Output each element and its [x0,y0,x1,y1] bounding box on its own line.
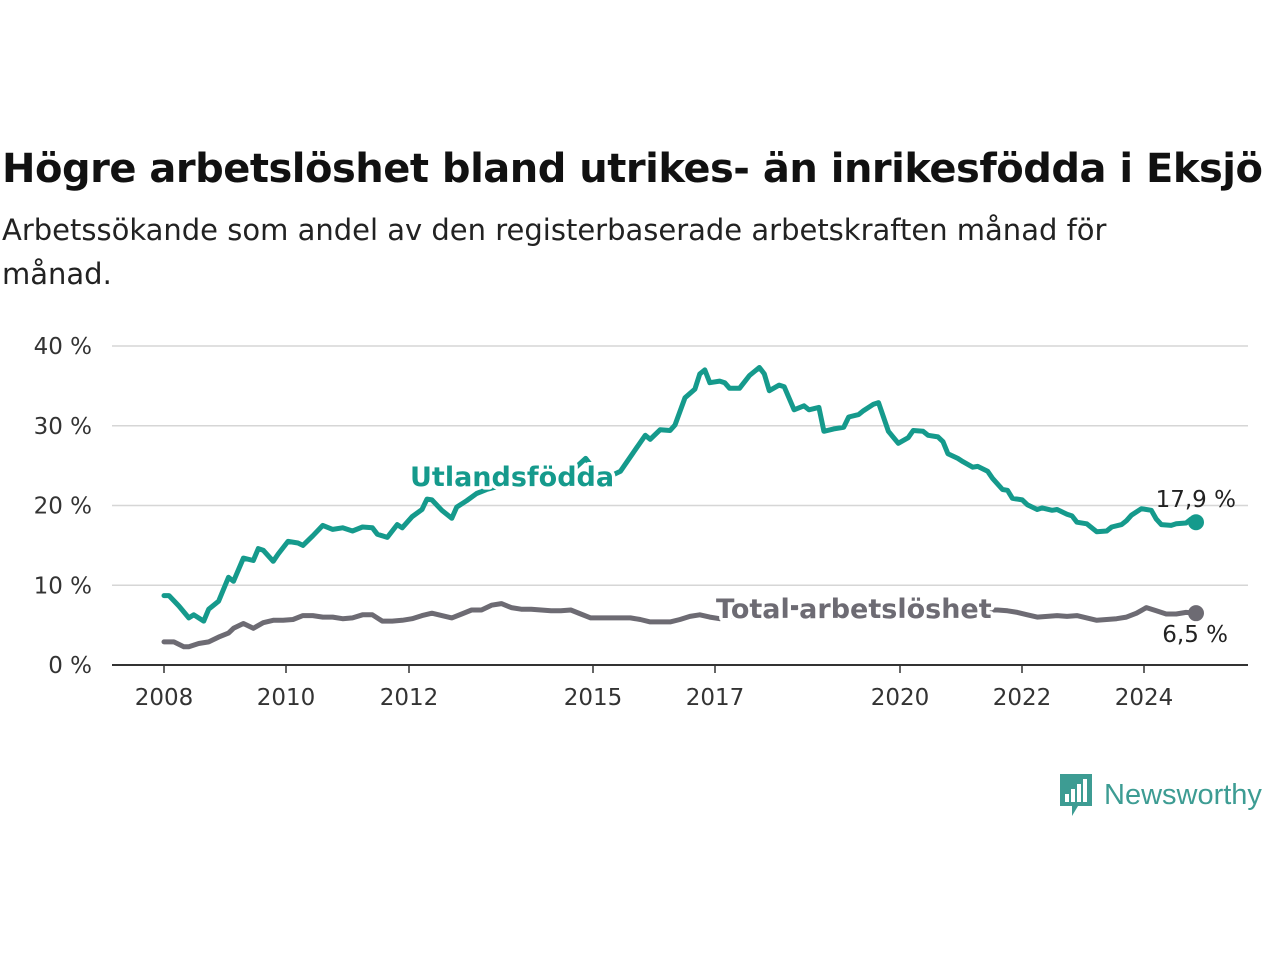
x-tick-label: 2010 [257,685,316,711]
series-line-total [161,601,1199,650]
brand-name: Newsworthy [1104,778,1262,811]
x-tick-label: 2022 [993,685,1052,711]
chart-subtitle: Arbetssökande som andel av den registerb… [2,213,1107,291]
series-end-point-total [1188,605,1204,622]
brand-logo: Newsworthy [1058,772,1262,818]
x-tick-label: 2020 [871,685,930,711]
x-tick-label: 2024 [1115,685,1174,711]
end-value-label-utlandsfodda: 17,9 % [1156,487,1236,513]
y-tick-label: 40 % [34,334,92,360]
y-tick-label: 30 % [34,414,92,440]
x-tick-label: 2008 [135,685,194,711]
y-tick-label: 20 % [34,494,92,520]
bar-chart-speech-bubble-icon [1060,774,1092,816]
chart-title: Högre arbetslöshet bland utrikes- än inr… [2,146,1263,192]
series-label-total: Total arbetslöshet [716,594,992,625]
x-tick-label: 2012 [380,685,439,711]
series-line-utlandsfodda [161,365,1199,624]
series-label-utlandsfodda: Utlandsfödda [410,462,614,493]
x-tick-label: 2017 [686,685,745,711]
y-tick-label: 0 % [48,653,92,679]
series-end-point-utlandsfodda [1188,514,1204,531]
line-chart: 0 % 10 % 20 % 30 % 40 % 2008 2010 2012 2015 2017 2… [34,334,1248,711]
x-tick-label: 2015 [564,685,623,711]
y-tick-label: 10 % [34,573,92,599]
end-value-label-total: 6,5 % [1162,622,1228,648]
